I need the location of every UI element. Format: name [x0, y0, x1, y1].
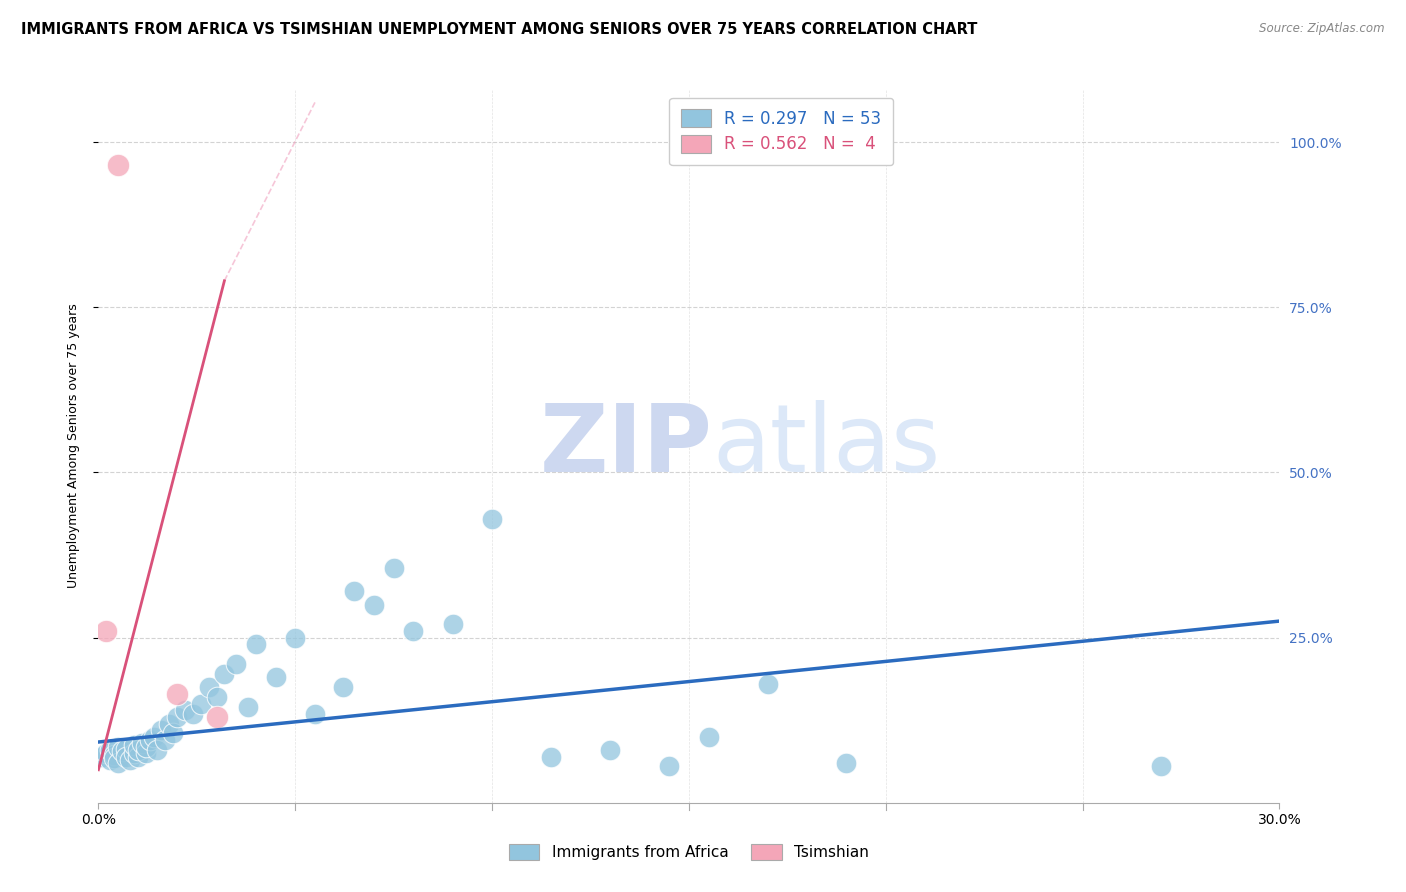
Point — [166, 687, 188, 701]
Point — [96, 746, 118, 760]
Point — [343, 584, 366, 599]
Point — [245, 637, 267, 651]
Point — [697, 730, 720, 744]
Point — [205, 690, 228, 704]
Point — [142, 730, 165, 744]
Point — [107, 756, 129, 771]
Point — [111, 744, 134, 758]
Point — [122, 738, 145, 752]
Point — [181, 706, 204, 721]
Point — [756, 677, 779, 691]
Text: Source: ZipAtlas.com: Source: ZipAtlas.com — [1260, 22, 1385, 36]
Point — [115, 741, 138, 756]
Point — [1150, 759, 1173, 773]
Point — [135, 746, 157, 760]
Point — [332, 680, 354, 694]
Point — [127, 749, 149, 764]
Point — [658, 759, 681, 773]
Point — [835, 756, 858, 771]
Point — [118, 753, 141, 767]
Point — [138, 733, 160, 747]
Point — [122, 746, 145, 760]
Point — [197, 680, 219, 694]
Point — [107, 158, 129, 172]
Point — [166, 710, 188, 724]
Point — [540, 749, 562, 764]
Point — [304, 706, 326, 721]
Point — [174, 703, 197, 717]
Text: atlas: atlas — [713, 400, 941, 492]
Point — [481, 511, 503, 525]
Point — [264, 670, 287, 684]
Point — [131, 736, 153, 750]
Point — [135, 739, 157, 754]
Point — [225, 657, 247, 671]
Point — [205, 710, 228, 724]
Point — [284, 631, 307, 645]
Point — [127, 743, 149, 757]
Point — [402, 624, 425, 638]
Point — [91, 749, 114, 764]
Point — [157, 716, 180, 731]
Point — [150, 723, 173, 738]
Point — [107, 739, 129, 754]
Point — [103, 748, 125, 763]
Point — [162, 726, 184, 740]
Point — [115, 749, 138, 764]
Point — [96, 624, 118, 638]
Text: ZIP: ZIP — [540, 400, 713, 492]
Point — [599, 743, 621, 757]
Point — [155, 733, 177, 747]
Point — [98, 743, 121, 757]
Point — [98, 753, 121, 767]
Point — [382, 561, 405, 575]
Y-axis label: Unemployment Among Seniors over 75 years: Unemployment Among Seniors over 75 years — [67, 303, 80, 589]
Text: IMMIGRANTS FROM AFRICA VS TSIMSHIAN UNEMPLOYMENT AMONG SENIORS OVER 75 YEARS COR: IMMIGRANTS FROM AFRICA VS TSIMSHIAN UNEM… — [21, 22, 977, 37]
Point — [363, 598, 385, 612]
Point — [441, 617, 464, 632]
Point — [103, 751, 125, 765]
Point — [214, 667, 236, 681]
Point — [190, 697, 212, 711]
Point — [236, 700, 259, 714]
Point — [146, 743, 169, 757]
Legend: Immigrants from Africa, Tsimshian: Immigrants from Africa, Tsimshian — [503, 838, 875, 866]
